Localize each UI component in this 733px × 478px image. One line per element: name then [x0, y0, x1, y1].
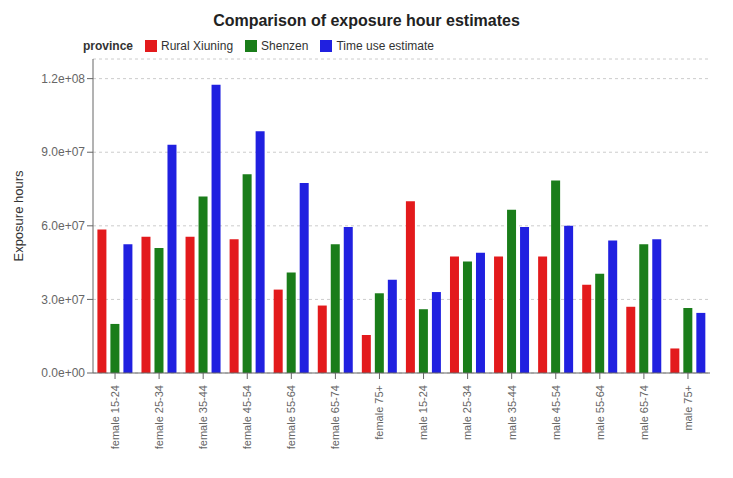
- svg-text:female 15-24: female 15-24: [109, 385, 121, 449]
- svg-text:female 65-74: female 65-74: [329, 385, 341, 449]
- html-text:Shenzen: Shenzen: [261, 39, 309, 53]
- svg-text:Exposure hours: Exposure hours: [11, 170, 26, 262]
- svg-text:male 55-64: male 55-64: [594, 385, 606, 440]
- svg-text:male 35-44: male 35-44: [506, 385, 518, 440]
- svg-text:6.0e+07: 6.0e+07: [41, 219, 85, 233]
- svg-text:male 65-74: male 65-74: [638, 385, 650, 440]
- svg-text:female 45-54: female 45-54: [241, 385, 253, 449]
- html-text:Time use estimate: Time use estimate: [336, 39, 434, 53]
- html-text:province: province: [83, 39, 133, 53]
- svg-text:male 25-34: male 25-34: [461, 385, 473, 440]
- svg-text:male 15-24: male 15-24: [417, 385, 429, 440]
- svg-text:female 55-64: female 55-64: [285, 385, 297, 449]
- svg-text:0.0e+00: 0.0e+00: [41, 366, 85, 380]
- svg-text:male 75+: male 75+: [682, 385, 694, 431]
- html-text:Rural Xiuning: Rural Xiuning: [161, 39, 234, 53]
- svg-text:3.0e+07: 3.0e+07: [41, 293, 85, 307]
- svg-text:male 45-54: male 45-54: [550, 385, 562, 440]
- svg-text:1.2e+08: 1.2e+08: [41, 72, 85, 86]
- html-text:Comparison of exposure hour es: Comparison of exposure hour estimates: [213, 12, 520, 29]
- svg-text:female 25-34: female 25-34: [153, 385, 165, 449]
- svg-text:female 75+: female 75+: [373, 385, 385, 440]
- svg-text:female 35-44: female 35-44: [197, 385, 209, 449]
- svg-text:9.0e+07: 9.0e+07: [41, 145, 85, 159]
